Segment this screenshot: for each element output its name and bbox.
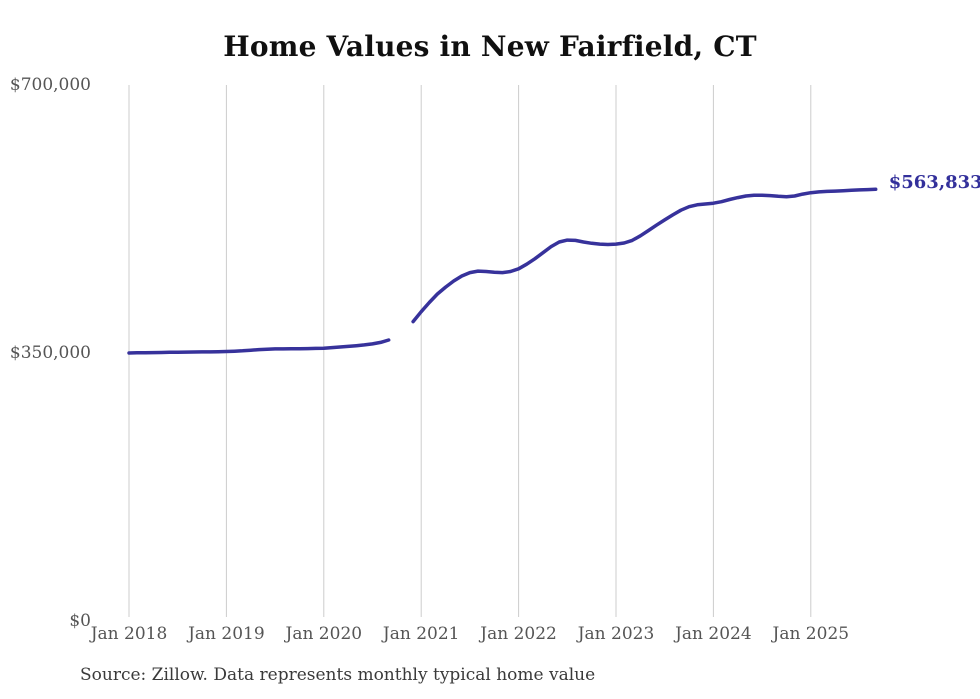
home-value-line (127, 187, 878, 355)
x-tick-label: Jan 2024 (675, 624, 752, 644)
source-note: Source: Zillow. Data represents monthly … (80, 665, 596, 685)
chart-title: Home Values in New Fairfield, CT (223, 30, 757, 63)
x-tick-label: Jan 2022 (480, 624, 557, 644)
x-tick-label: Jan 2021 (382, 624, 460, 644)
x-tick-label: Jan 2025 (772, 624, 850, 644)
x-tick-label: Jan 2023 (577, 624, 655, 644)
y-tick-label: $0 (69, 611, 91, 631)
y-tick-label: $350,000 (9, 343, 91, 363)
x-tick-label: Jan 2018 (90, 624, 168, 644)
x-tick-label: Jan 2019 (188, 624, 265, 644)
latest-value-label: $563,833 (888, 172, 980, 194)
y-tick-label: $700,000 (9, 75, 91, 95)
x-tick-label: Jan 2020 (285, 624, 363, 644)
